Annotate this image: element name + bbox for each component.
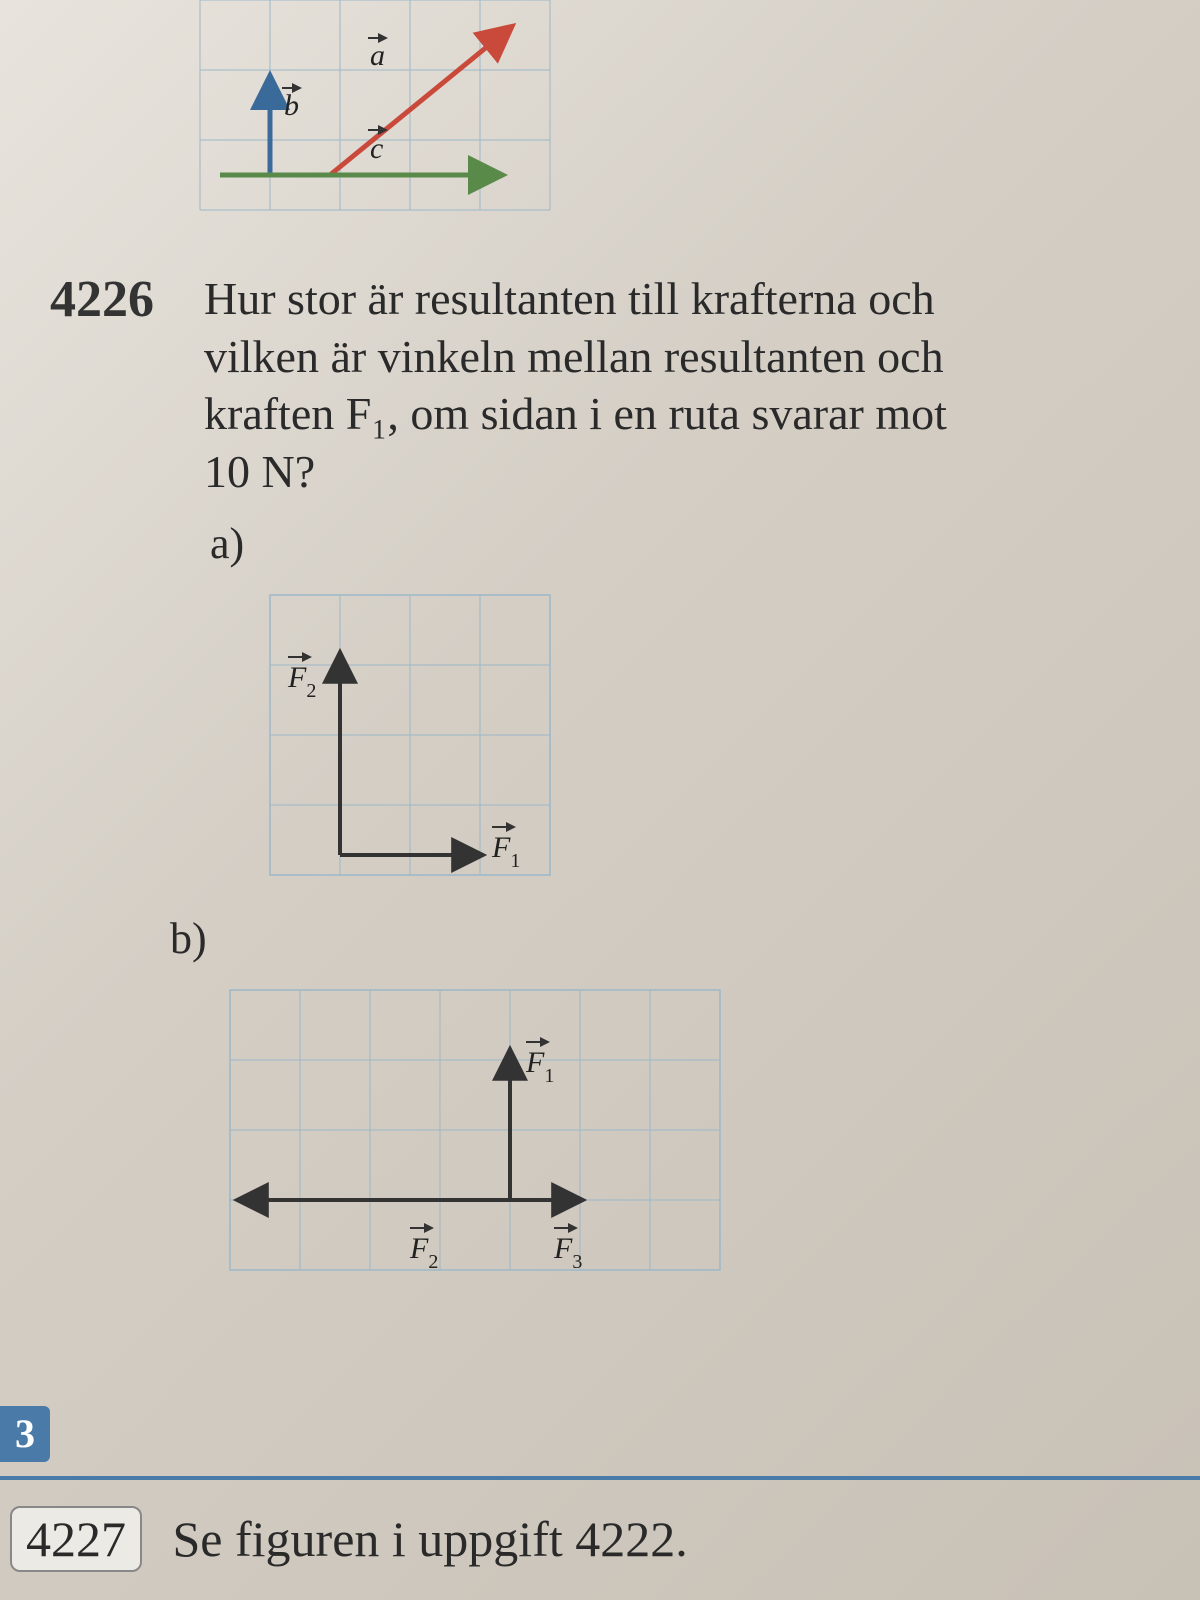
problem-line4: 10 N? [204,446,315,497]
label-c: c [370,132,383,165]
grid-b [230,990,720,1270]
part-a-label: a) [210,518,1140,569]
part-a-diagram: F2 F1 [250,575,1140,895]
problem-line2: vilken är vinkeln mellan resultanten och [204,331,944,382]
label-F2-b: F2 [409,1232,438,1273]
label-F1-b: F1 [525,1046,554,1087]
top-grid [200,0,550,210]
part-b-svg: F1 F2 F3 [210,970,750,1290]
top-vector-diagram: a b c [160,0,760,230]
problem-line1: Hur stor är resultanten till krafterna o… [204,273,935,324]
next-problem-text: Se figuren i uppgift 4222. [173,1511,688,1567]
problem-number: 4226 [50,270,200,329]
part-b-label: b) [170,913,1140,964]
label-F1-a: F1 [491,831,520,872]
part-a-svg: F2 F1 [250,575,570,895]
part-b-diagram: F1 F2 F3 [210,970,1140,1290]
label-b: b [284,89,299,122]
label-a: a [370,39,385,72]
label-F3-b: F3 [553,1232,582,1273]
problem-line3: kraften F₁, om sidan i en ruta svarar mo… [204,388,947,439]
textbook-page: a b c 4226 Hur stor är resultanten till … [0,0,1200,1600]
problem-text: Hur stor är resultanten till krafterna o… [204,270,1124,500]
section-rule [0,1476,1200,1480]
section-badge: 3 [0,1406,50,1462]
top-diagram-svg: a b c [160,0,760,230]
problem-4226: 4226 Hur stor är resultanten till krafte… [50,270,1140,1290]
next-problem-number: 4227 [10,1506,142,1572]
vector-a [330,28,510,175]
label-F2-a: F2 [287,661,316,702]
next-problem: 4227 Se figuren i uppgift 4222. [10,1506,688,1572]
